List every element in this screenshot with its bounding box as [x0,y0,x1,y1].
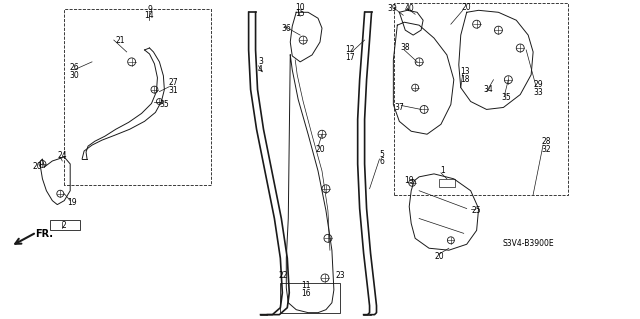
Text: 39: 39 [387,4,397,13]
Text: 4: 4 [258,65,263,74]
Text: 18: 18 [460,75,470,84]
Text: 15: 15 [296,9,305,18]
Text: 23: 23 [335,271,344,280]
Text: 5: 5 [379,150,384,159]
Text: 11: 11 [301,281,311,290]
Text: 35: 35 [159,100,169,109]
Text: 10: 10 [296,3,305,12]
Text: 38: 38 [401,43,410,53]
Text: 40: 40 [404,4,414,13]
Text: 20: 20 [315,145,325,153]
Text: 25: 25 [472,206,481,215]
Text: 31: 31 [168,86,178,95]
Text: 21: 21 [115,35,125,45]
Text: 36: 36 [282,24,291,33]
Text: 6: 6 [379,158,384,167]
Text: 22: 22 [278,271,288,280]
Text: S3V4-B3900E: S3V4-B3900E [502,239,554,248]
Text: 14: 14 [145,11,154,20]
Text: 20: 20 [33,162,42,171]
Text: 19: 19 [67,198,77,207]
Text: 34: 34 [484,85,493,94]
Text: 35: 35 [502,93,511,102]
Text: 1: 1 [440,167,445,175]
Text: 30: 30 [69,71,79,80]
Text: 33: 33 [533,88,543,97]
Text: 13: 13 [460,67,470,76]
Text: 24: 24 [58,151,67,160]
Text: 28: 28 [541,137,551,146]
Text: 27: 27 [168,78,178,87]
Text: 20: 20 [462,3,472,12]
Text: FR.: FR. [35,229,53,239]
Text: 3: 3 [258,57,263,66]
Text: 20: 20 [434,252,444,261]
Text: 12: 12 [345,46,355,55]
Text: 9: 9 [147,5,152,14]
Text: 37: 37 [394,103,404,112]
Text: 32: 32 [541,145,551,153]
Text: 17: 17 [345,53,355,63]
Text: 26: 26 [69,63,79,72]
Text: 16: 16 [301,289,311,298]
Text: 2: 2 [62,221,67,230]
Text: 29: 29 [533,80,543,89]
Text: 19: 19 [404,176,414,185]
